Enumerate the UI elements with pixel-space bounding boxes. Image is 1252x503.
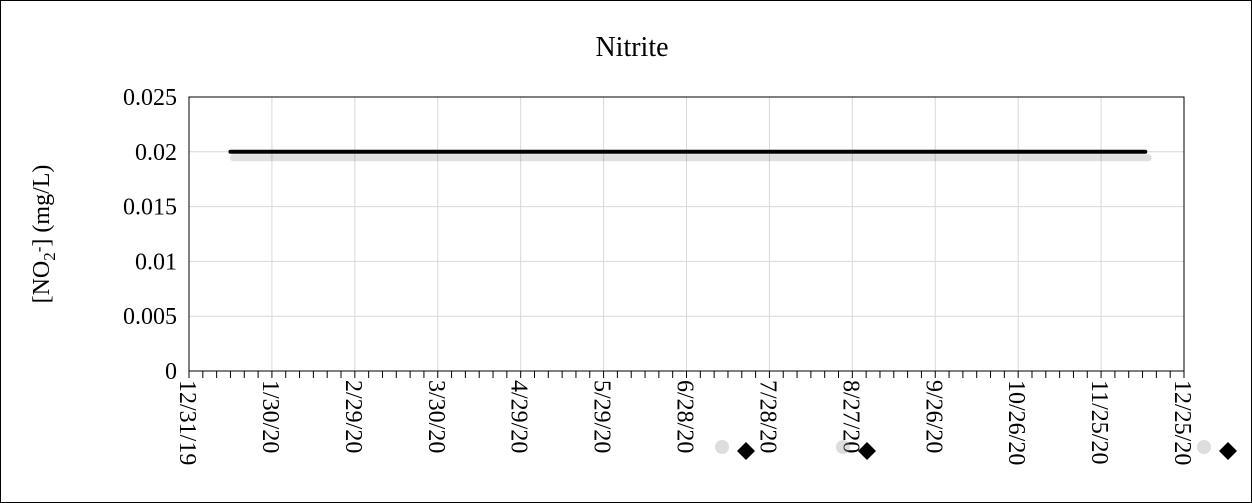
- x-tick-label: 5/29/20: [589, 380, 615, 453]
- legend-marker-shadow: [836, 440, 850, 454]
- x-tick-label: 12/31/19: [174, 380, 200, 465]
- y-tick-label: 0.005: [123, 304, 177, 330]
- x-tick-label: 9/26/20: [920, 380, 946, 453]
- legend-diamond-marker: [1219, 442, 1237, 460]
- x-axis-ticks: [188, 371, 1185, 378]
- x-tick-label: 8/27/20: [837, 380, 863, 453]
- y-tick-label: 0: [165, 359, 177, 385]
- x-axis-tick-labels: 12/31/19 1/30/20 2/29/20 3/30/20 4/29/20 5/29…: [174, 380, 1195, 465]
- x-tick-label: 7/28/20: [754, 380, 780, 453]
- y-label-superscript: -: [29, 246, 48, 252]
- legend: [715, 440, 1237, 460]
- x-tick-label: 6/28/20: [672, 380, 698, 453]
- legend-diamond-marker: [858, 442, 876, 460]
- x-tick-label: 1/30/20: [257, 380, 283, 453]
- legend-marker-shadow: [1197, 440, 1211, 454]
- x-tick-label: 12/25/20: [1169, 380, 1195, 465]
- y-tick-label: 0.015: [123, 195, 177, 221]
- legend-marker-shadow: [715, 440, 729, 454]
- x-tick-label: 2/29/20: [340, 380, 366, 453]
- y-label-prefix: [NO: [29, 261, 55, 304]
- chart-title: Nitrite: [595, 32, 668, 63]
- y-axis-label: [NO2-] (mg/L): [29, 165, 59, 304]
- series-layer: [228, 149, 1152, 162]
- y-axis-tick-labels: 0 0.005 0.01 0.015 0.02 0.025: [123, 85, 177, 385]
- y-tick-label: 0.02: [135, 140, 177, 166]
- y-label-suffix: ] (mg/L): [29, 165, 55, 247]
- y-label-subscript: 2: [40, 252, 59, 261]
- y-tick-label: 0.01: [135, 249, 177, 275]
- y-tick-label: 0.025: [123, 85, 177, 111]
- x-tick-label: 3/30/20: [423, 380, 449, 453]
- x-tick-label: 11/25/20: [1086, 380, 1112, 464]
- grid-lines: [189, 97, 1184, 371]
- x-tick-label: 4/29/20: [506, 380, 532, 453]
- legend-diamond-marker: [737, 442, 755, 460]
- x-tick-label: 10/26/20: [1003, 380, 1029, 465]
